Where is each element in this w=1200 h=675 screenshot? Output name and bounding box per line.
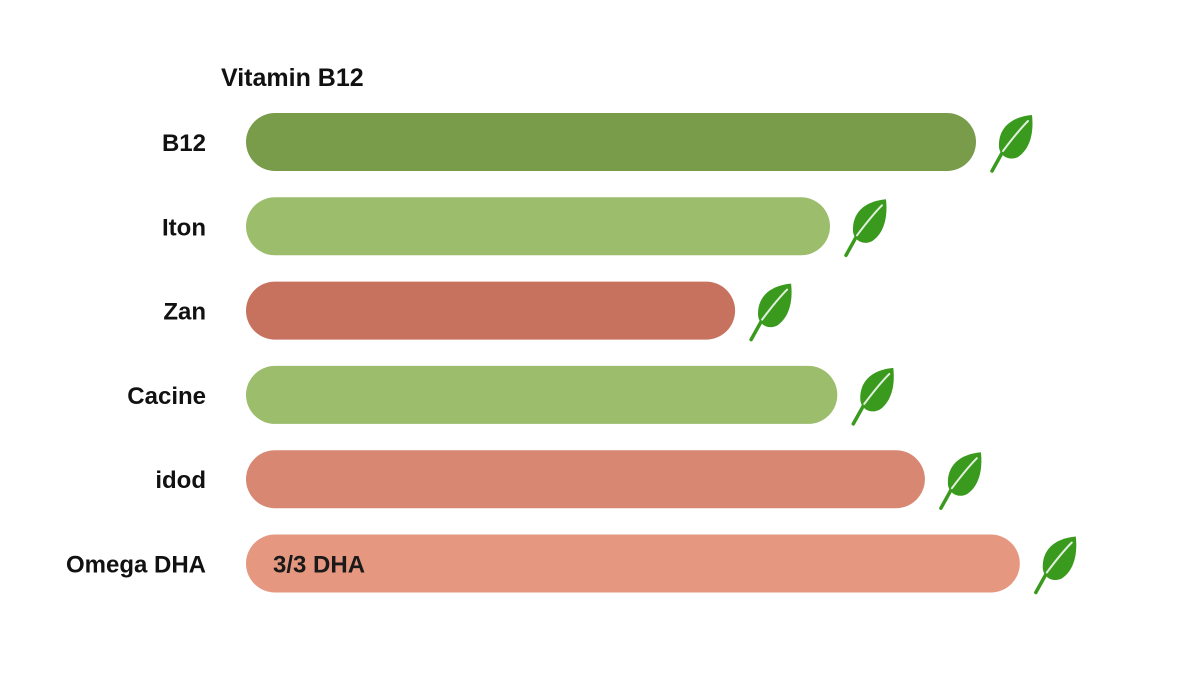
bar [246,281,736,340]
category-label: Omega DHA [66,552,206,579]
category-label: B12 [162,130,206,157]
bar [246,365,838,424]
data-label: 3/3 DHA [273,552,365,579]
category-label: Zan [163,299,206,326]
leaf-icon [1034,536,1077,595]
bars-layer: B12 Iton Zan Cacine idod Omega DHA 3/3 DHA [66,113,1077,595]
leaf-icon [749,283,792,342]
bar [246,197,830,256]
bar [246,450,925,509]
leaf-icon [990,115,1033,173]
category-label: Cacine [127,383,206,410]
leaf-icon [939,452,982,510]
bar [246,534,1020,593]
category-label: idod [155,467,206,494]
leaf-icon [844,199,887,258]
leaf-icon [851,367,894,426]
category-label: Iton [162,214,206,241]
bar [246,113,976,171]
chart-title: Vitamin B12 [221,64,364,92]
